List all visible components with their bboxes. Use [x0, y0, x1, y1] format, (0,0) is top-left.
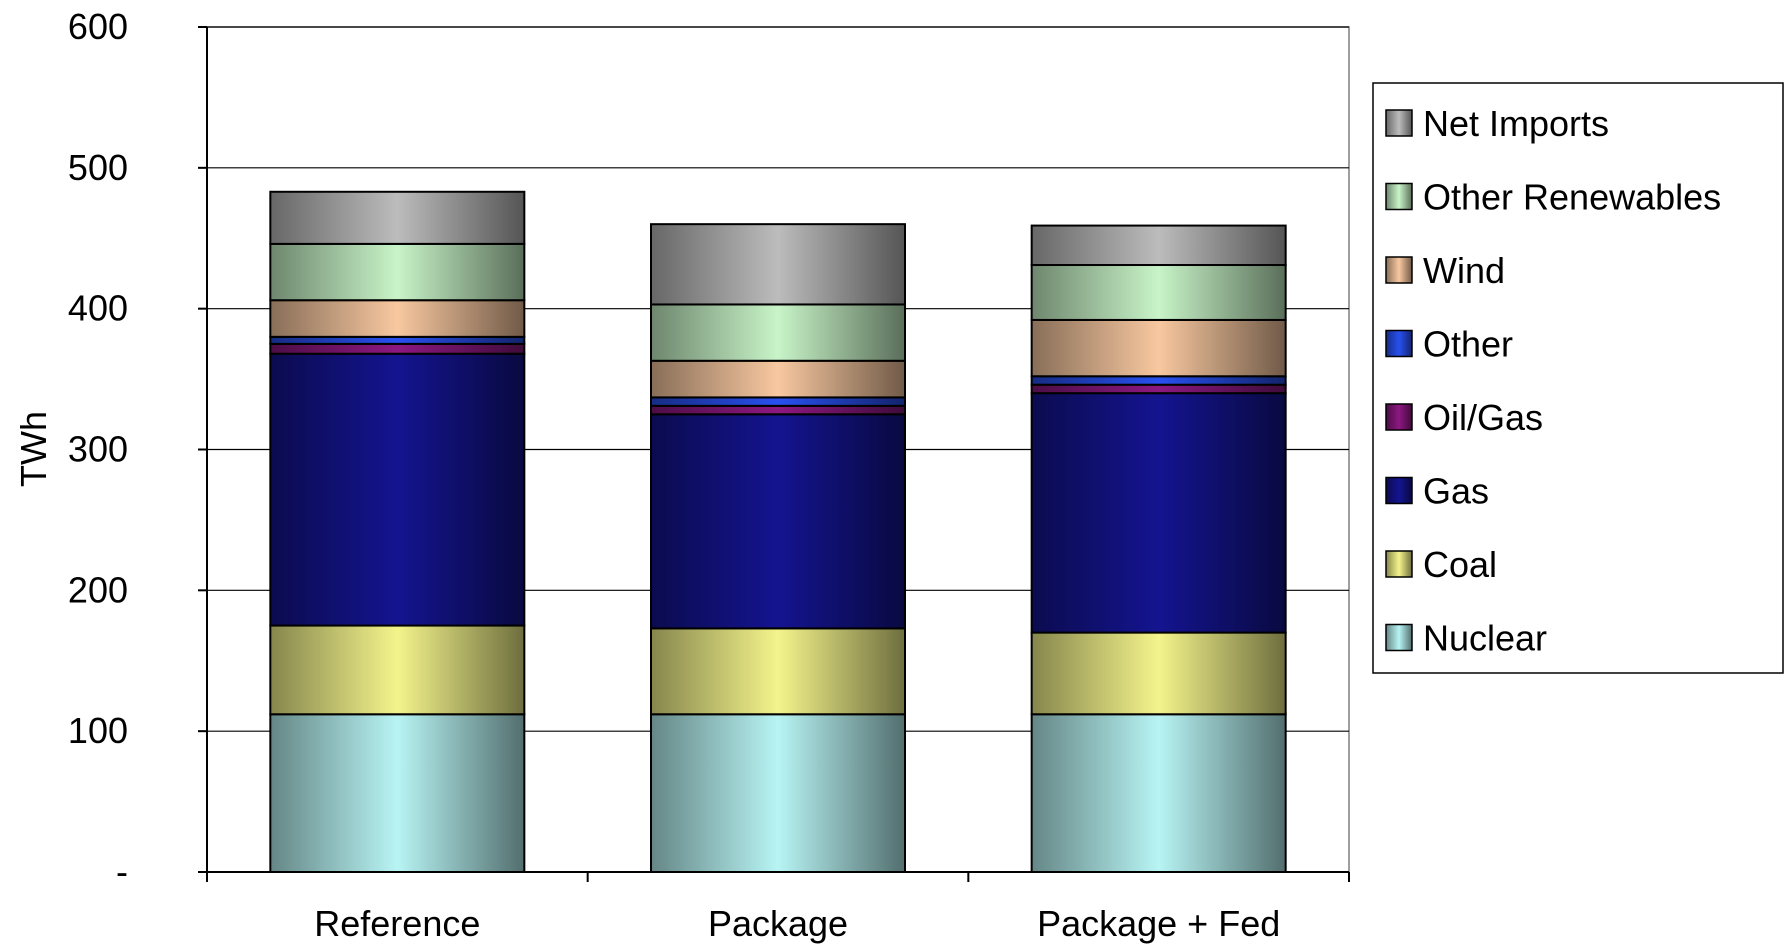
- legend-label: Oil/Gas: [1423, 397, 1543, 438]
- legend-label: Wind: [1423, 250, 1505, 291]
- y-tick-label: 300: [68, 429, 128, 470]
- bar-segment-nuclear: [1030, 713, 1287, 873]
- legend-label: Nuclear: [1423, 618, 1547, 659]
- category-labels: Reference Package Package + Fed: [314, 903, 1280, 944]
- legend-item: Coal: [1385, 544, 1497, 585]
- category-label: Package + Fed: [1037, 903, 1280, 944]
- bar-segment-oil-gas: [1030, 383, 1287, 395]
- legend-label: Gas: [1423, 471, 1489, 512]
- category-label: Package: [708, 903, 848, 944]
- bar-segment-nuclear: [650, 713, 906, 873]
- legend-swatch: [1385, 256, 1413, 284]
- bar-segment-net-imports: [650, 223, 906, 306]
- legend-swatch: [1385, 329, 1413, 358]
- bar-segment-oil-gas: [269, 342, 526, 355]
- category-label: Reference: [314, 903, 480, 944]
- legend-box: [1372, 82, 1784, 674]
- bar-segment-oil-gas: [650, 404, 906, 416]
- legend-item: Nuclear: [1385, 618, 1547, 659]
- y-tick-label: 600: [68, 6, 128, 47]
- bar-segment-gas: [650, 413, 906, 630]
- bar-segment-net-imports: [1030, 224, 1287, 267]
- legend-swatch: [1385, 109, 1413, 137]
- bar-segment-gas: [1030, 392, 1287, 634]
- y-tick-labels: - 100 200 300 400 500 600: [68, 6, 128, 892]
- legend-swatch: [1385, 623, 1413, 652]
- y-tick-label: 500: [68, 147, 128, 188]
- legend-item: Wind: [1385, 250, 1505, 291]
- bar-segment-coal: [269, 624, 526, 716]
- legend-label: Coal: [1423, 544, 1497, 585]
- bar-segment-wind: [269, 299, 526, 338]
- bar-segment-gas: [269, 352, 526, 627]
- bar-segment-other: [650, 396, 906, 407]
- bars: [269, 190, 1287, 873]
- legend-swatch: [1385, 476, 1413, 505]
- bar-segment-other-renewables: [650, 303, 906, 362]
- legend-label: Other Renewables: [1423, 177, 1721, 218]
- legend-item: Gas: [1385, 471, 1489, 512]
- legend-label: Other: [1423, 324, 1513, 365]
- legend-item: Other: [1385, 324, 1513, 365]
- bar-segment-coal: [650, 627, 906, 716]
- y-axis-label: TWh: [13, 411, 54, 487]
- bar-segment-nuclear: [269, 713, 526, 873]
- legend: Net Imports Other Renewables Wind Other Oil/…: [1372, 82, 1784, 674]
- legend-item: Oil/Gas: [1385, 397, 1543, 438]
- y-tick-label: 200: [68, 569, 128, 610]
- bar-segment-net-imports: [269, 190, 526, 245]
- bar-segment-coal: [1030, 631, 1287, 716]
- legend-swatch: [1385, 403, 1413, 431]
- bar-segment-wind: [1030, 318, 1287, 378]
- legend-item: Other Renewables: [1385, 177, 1721, 218]
- legend-swatch: [1385, 182, 1413, 211]
- bar-segment-other-renewables: [1030, 264, 1287, 321]
- bar-segment-other: [1030, 375, 1287, 386]
- bar-segment-other-renewables: [269, 242, 526, 302]
- y-tick-label: 400: [68, 288, 128, 329]
- legend-swatch: [1385, 550, 1413, 578]
- bar-segment-other: [269, 335, 526, 345]
- y-tick-label: -: [116, 851, 128, 892]
- bar-segment-wind: [650, 359, 906, 399]
- legend-item: Net Imports: [1385, 103, 1609, 144]
- axes: [198, 26, 1350, 882]
- y-tick-label: 100: [68, 710, 128, 751]
- legend-label: Net Imports: [1423, 103, 1609, 144]
